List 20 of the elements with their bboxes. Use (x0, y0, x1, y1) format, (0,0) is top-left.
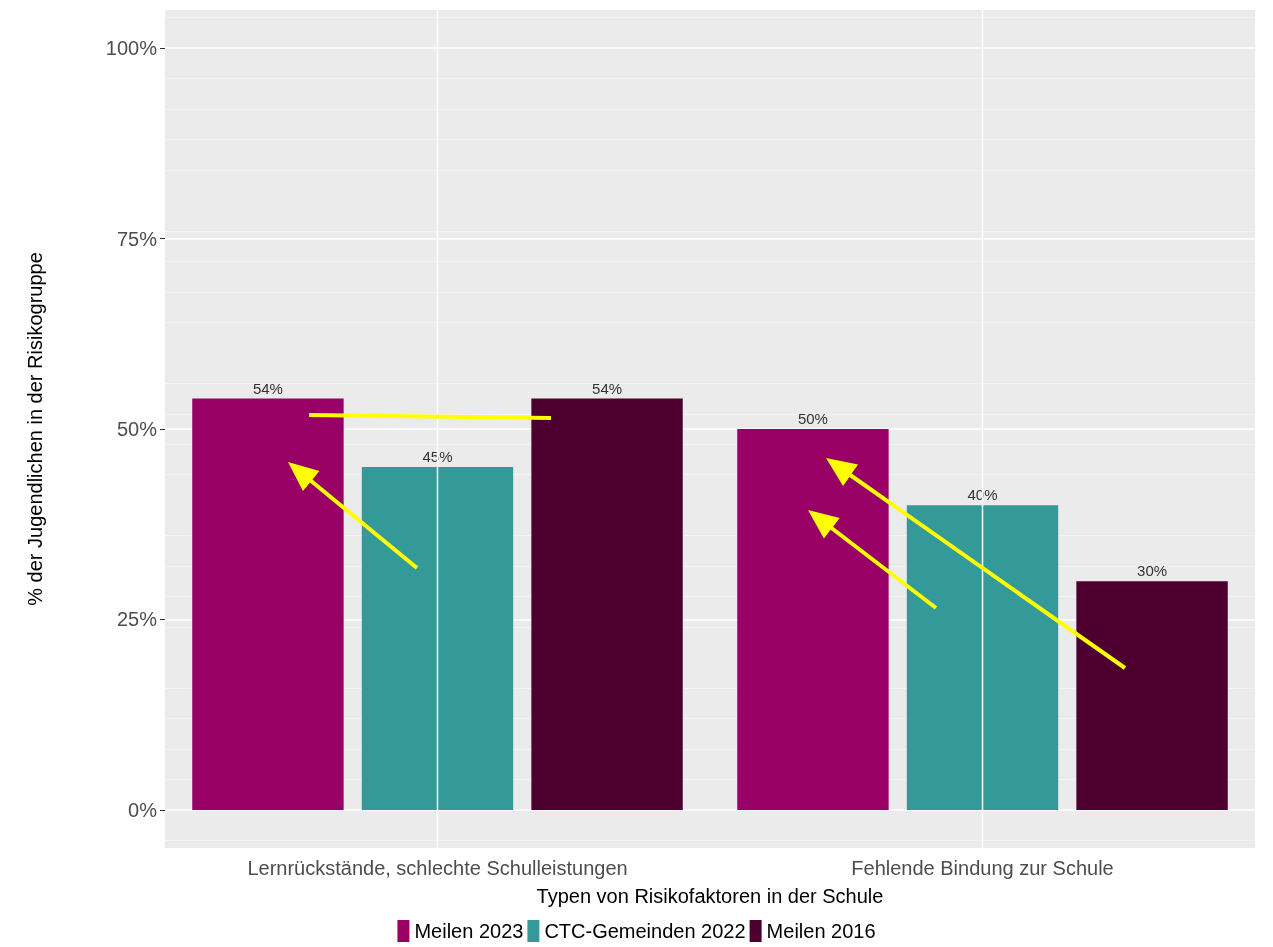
y-tick-label: 0% (128, 798, 158, 821)
x-tick-label: Lernrückstände, schlechte Schulleistungen (247, 857, 628, 879)
x-axis-title: Typen von Risikofaktoren in der Schule (536, 885, 884, 907)
y-tick-label: 75% (116, 227, 158, 250)
data-label: 54% (252, 379, 283, 397)
data-label: 54% (592, 379, 623, 397)
data-label: 50% (797, 410, 828, 427)
data-label: 30% (1137, 562, 1168, 580)
legend-label: CTC-Gemeinden 2022 (544, 920, 746, 942)
bar (1076, 581, 1228, 810)
y-tick-label: 100% (105, 37, 158, 60)
legend-label: Meilen 2023 (414, 920, 524, 942)
y-tick-label: 25% (116, 608, 158, 631)
legend-label: Meilen 2016 (766, 920, 876, 942)
bar (361, 467, 514, 810)
y-tick-label: 50% (116, 418, 158, 440)
bar (192, 398, 344, 810)
x-tick-label: Fehlende Bindung zur Schule (851, 857, 1114, 879)
bar (531, 398, 683, 810)
y-axis-title: % der Jugendlichen in der Risikogruppe (24, 252, 46, 606)
